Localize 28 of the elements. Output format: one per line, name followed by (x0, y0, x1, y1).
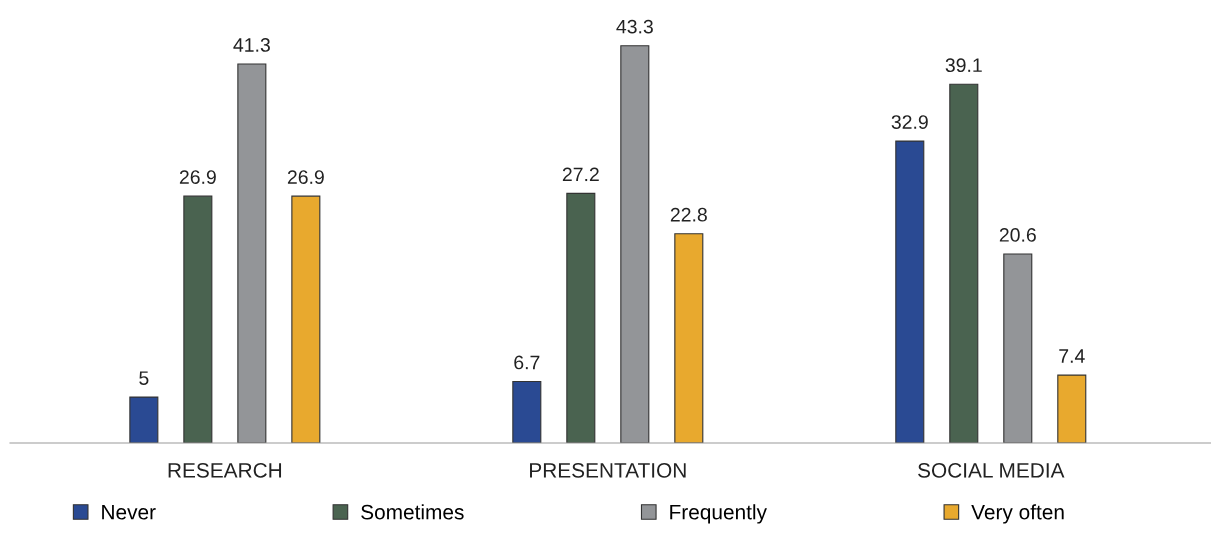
data-label: 22.8 (670, 207, 707, 222)
data-label: 5 (139, 371, 149, 385)
data-label: 27.2 (562, 167, 599, 182)
data-label: 26.9 (287, 170, 324, 184)
data-label: 20.6 (999, 228, 1036, 242)
x-tick-label: PRESENTATION (530, 462, 686, 478)
bar (895, 140, 925, 443)
data-label: 41.3 (233, 38, 270, 52)
bar (949, 83, 979, 443)
bar (512, 380, 542, 443)
data-label: 6.7 (514, 355, 540, 370)
legend-label: Never (102, 504, 156, 520)
bar (291, 195, 321, 443)
bar (129, 396, 159, 443)
x-tick-label: RESEARCH (168, 462, 282, 478)
data-label: 32.9 (891, 115, 928, 129)
x-tick-label: SOCIAL MEDIA (918, 462, 1065, 478)
legend-label: Frequently (670, 504, 767, 524)
data-label: 39.1 (945, 58, 982, 73)
data-label: 26.9 (179, 170, 216, 184)
legend-label: Very often (971, 504, 1064, 524)
bar (183, 195, 213, 443)
bar (674, 233, 704, 443)
data-label: 7.4 (1059, 349, 1085, 363)
bar (1057, 374, 1087, 443)
data-label: 43.3 (616, 19, 653, 34)
legend-label: Sometimes (361, 504, 464, 520)
bar (566, 192, 596, 443)
